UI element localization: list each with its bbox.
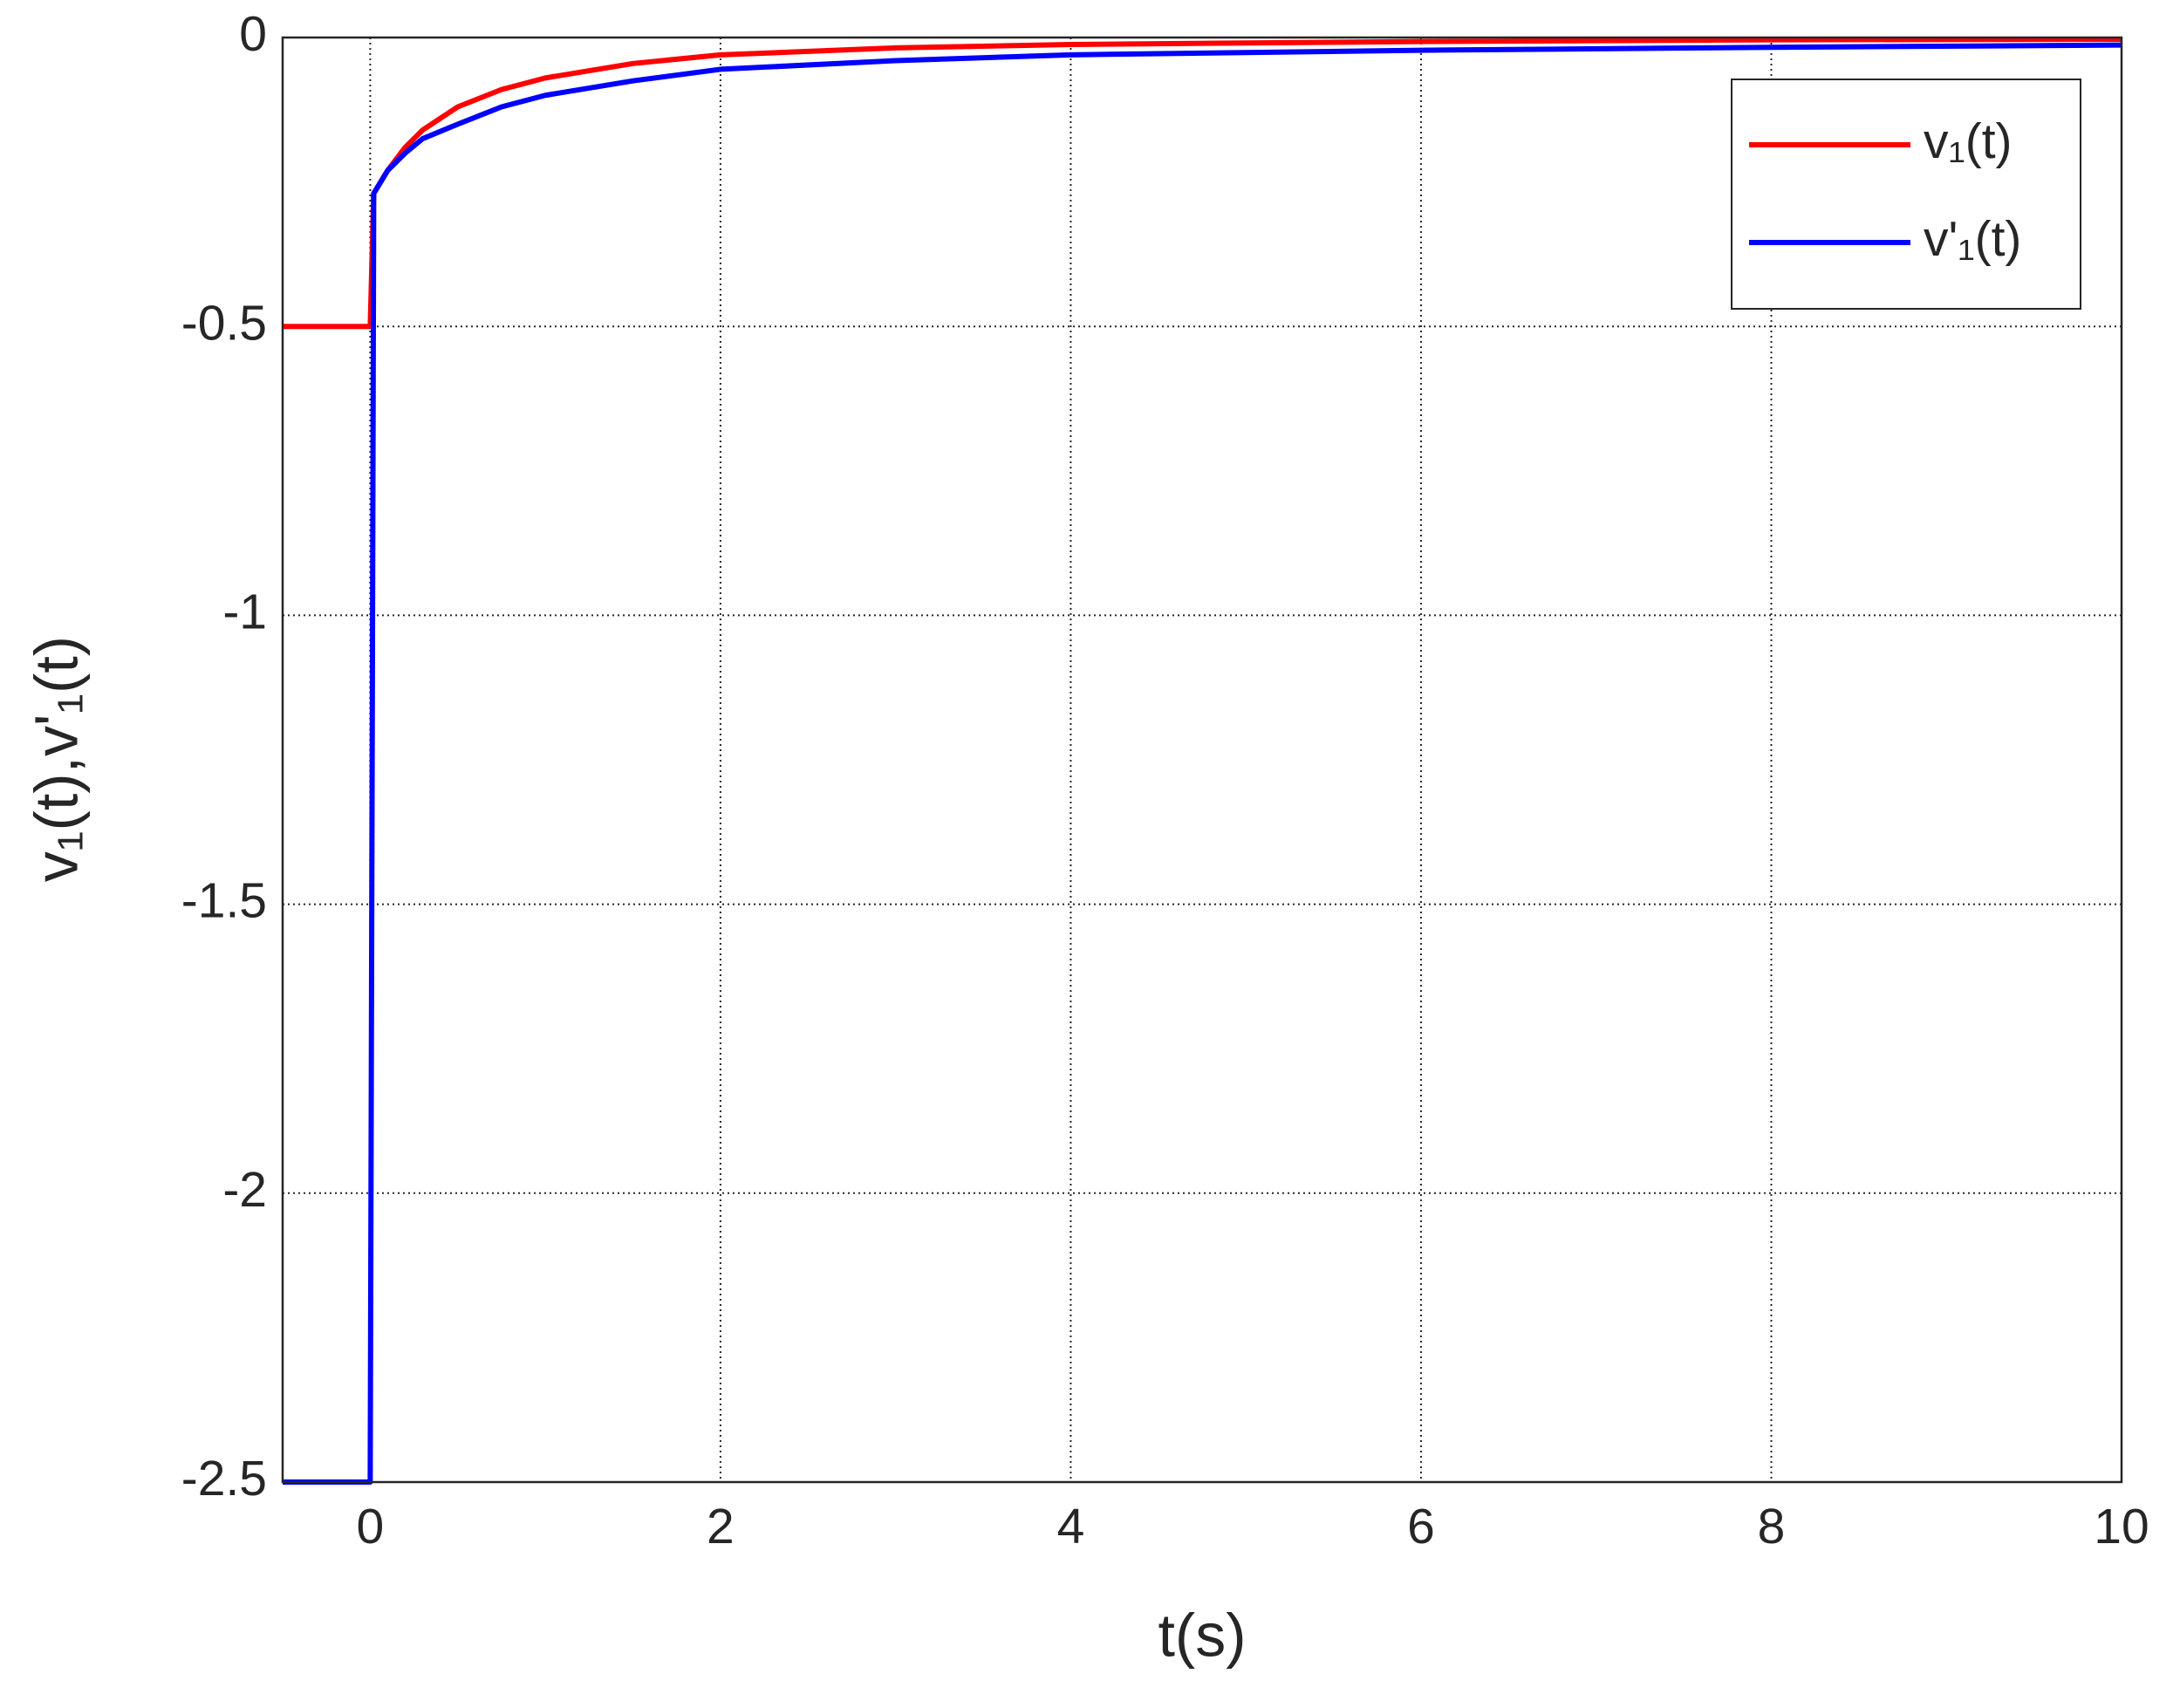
x-tick-label: 8: [1758, 1499, 1786, 1554]
legend-label: v'₁(t): [1924, 211, 2021, 267]
series-line: [283, 42, 2122, 1485]
plot-frame: [281, 36, 2123, 1484]
legend-label: v₁(t): [1924, 113, 2013, 169]
x-axis-label: t(s): [1158, 1601, 1246, 1669]
legend-box: [1731, 79, 2081, 310]
y-axis-label: v₁(t),v'₁(t): [22, 636, 90, 882]
y-tick-label: -0.5: [181, 295, 267, 351]
x-tick-label: 0: [357, 1499, 385, 1554]
x-tick-label: 2: [707, 1499, 735, 1554]
y-tick-label: -2: [222, 1162, 267, 1218]
y-tick-label: -1.5: [181, 873, 267, 929]
x-tick-label: 4: [1057, 1499, 1085, 1554]
y-tick-label: -2.5: [181, 1451, 267, 1506]
y-tick-label: 0: [239, 6, 267, 62]
x-tick-label: 10: [2094, 1499, 2149, 1554]
x-tick-label: 6: [1407, 1499, 1435, 1554]
y-tick-label: -1: [222, 584, 267, 639]
